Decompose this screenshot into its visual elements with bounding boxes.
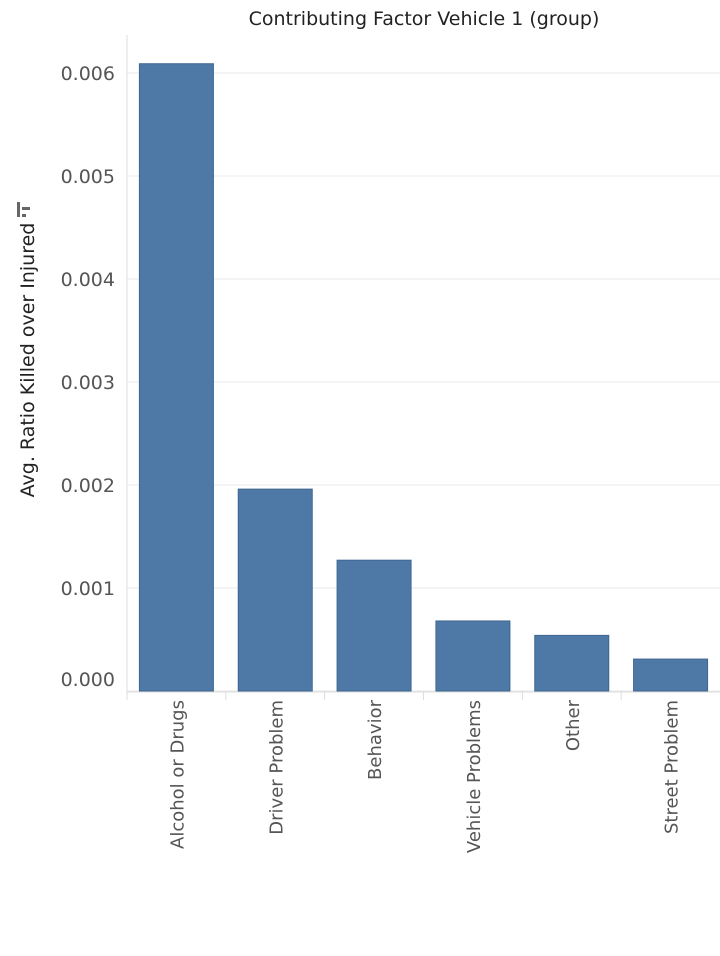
x-tick-label: Vehicle Problems [464,700,485,853]
bars [138,63,709,692]
bar[interactable] [435,620,511,692]
bar[interactable] [633,658,709,692]
x-tick-label: Behavior [365,699,386,780]
y-tick-label: 0.004 [61,269,115,291]
y-tick-label: 0.001 [61,578,115,600]
x-tick-label: Other [563,699,584,751]
y-tick-label: 0.000 [61,669,115,691]
gridlines [127,72,720,692]
y-tick-label: 0.006 [61,63,115,85]
y-tick-label: 0.005 [61,166,115,188]
x-tick-label: Street Problem [662,700,683,834]
y-axis-label: Avg. Ratio Killed over Injured [17,223,39,498]
x-axis-ticks: Alcohol or Drugs Driver Problem Behavior Ve… [126,691,720,853]
y-tick-label: 0.003 [61,372,115,394]
y-axis-ticks: 0.000 0.001 0.002 0.003 0.004 0.005 0.006 [61,63,115,691]
y-tick-label: 0.002 [61,475,115,497]
sort-descending-icon[interactable] [17,202,30,217]
x-tick-label: Alcohol or Drugs [167,700,188,849]
x-tick-label: Driver Problem [266,700,287,835]
bar[interactable] [237,488,313,692]
chart-title: Contributing Factor Vehicle 1 (group) [249,8,600,30]
bar[interactable] [534,634,610,692]
bar[interactable] [336,559,412,692]
bar[interactable] [138,63,214,692]
